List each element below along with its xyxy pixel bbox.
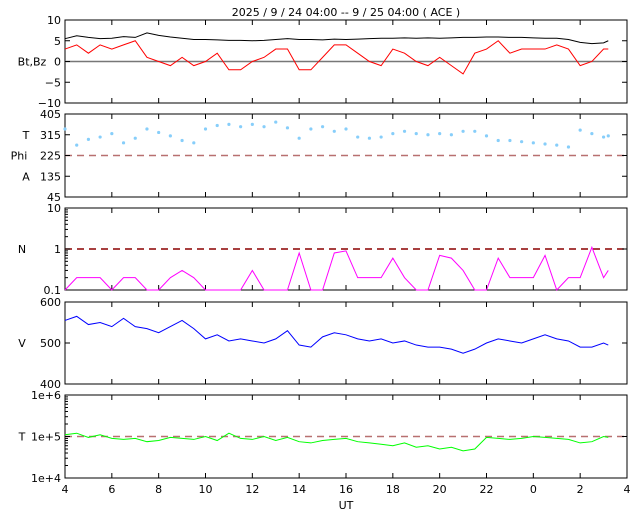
data-point-phi [590,131,594,136]
y-axis-label: T [18,431,26,444]
y-tick-label: 405 [40,108,61,121]
data-point-phi [426,133,430,137]
x-tick-label: 8 [155,483,162,496]
data-point-phi [274,120,278,124]
data-point-phi [520,140,524,144]
y-tick-label: 315 [40,129,61,142]
data-point-phi [192,141,196,145]
series-line-n [64,245,609,291]
y-tick-label: 1 [54,243,61,256]
data-point-phi [320,125,325,129]
y-tick-label: 1e+4 [31,472,61,485]
x-tick-label: 10 [199,483,213,496]
y-tick-label: −5 [45,76,61,89]
data-point-phi [86,137,91,141]
data-point-phi [75,143,79,147]
x-tick-label: 4 [62,483,69,496]
data-point-phi [449,133,453,137]
x-tick-label: 12 [245,483,259,496]
data-point-phi [356,135,360,139]
data-point-phi [262,125,266,129]
data-point-phi [496,138,500,143]
x-tick-label: 6 [108,483,115,496]
data-point-phi [297,136,301,140]
x-tick-label: 2 [577,483,584,496]
data-point-phi [203,127,208,131]
data-point-phi [227,122,231,126]
y-tick-label: 0 [54,56,61,69]
y-axis-label: N [18,243,26,256]
x-tick-label: 0 [530,483,537,496]
y-tick-label: 400 [40,378,61,391]
data-point-phi [473,129,477,133]
data-point-phi [285,126,290,130]
x-tick-label: 14 [292,483,306,496]
y-tick-label: 10 [47,202,61,215]
data-point-phi [250,122,254,126]
data-point-phi [379,135,383,139]
data-point-phi [438,131,442,136]
data-point-phi [484,134,489,138]
data-point-phi [566,145,571,149]
y-axis-label: V [18,337,26,350]
data-point-phi [309,127,313,131]
data-point-phi [215,123,219,128]
data-point-phi [402,129,407,133]
data-point-phi [391,131,395,136]
chart-title: 2025 / 9 / 24 04:00 -- 9 / 25 04:00 ( AC… [232,6,460,19]
data-point-phi [578,128,582,132]
y-axis-label: Phi [11,150,28,163]
x-tick-label: 22 [480,483,494,496]
y-tick-label: 45 [47,191,61,204]
y-tick-label: 135 [40,170,61,183]
data-point-phi [606,134,610,138]
y-tick-label: 10 [47,14,61,27]
y-tick-label: 225 [40,150,61,163]
data-point-phi [344,127,348,131]
x-tick-label: 4 [624,483,631,496]
y-tick-label: 1e+6 [31,389,61,402]
data-point-phi [98,135,102,139]
y-axis-label: A [22,170,30,183]
data-point-phi [555,143,559,147]
x-tick-label: 18 [386,483,400,496]
y-tick-label: 500 [40,337,61,350]
data-point-phi [239,125,243,129]
y-axis-label: T [22,129,30,142]
data-point-phi [461,129,465,133]
y-tick-label: 0.1 [44,284,62,297]
series-line-bz [64,40,609,75]
y-tick-label: −10 [38,97,61,110]
data-point-phi [531,141,535,145]
data-point-phi [168,134,172,138]
data-point-phi [63,127,67,131]
x-tick-label: 16 [339,483,353,496]
data-point-phi [508,138,512,143]
x-axis-label: UT [339,499,354,512]
data-point-phi [121,141,126,145]
panel-frame [64,301,628,385]
data-point-phi [601,135,606,139]
data-point-phi [414,131,418,136]
y-axis-label: Bt,Bz [18,56,47,69]
y-tick-label: 600 [40,296,61,309]
data-point-phi [332,129,336,133]
y-tick-label: 5 [54,35,61,48]
data-point-phi [145,127,149,131]
y-tick-label: 1e+5 [31,431,61,444]
series-line-t [64,432,609,452]
data-point-phi [157,130,161,135]
series-line-bt [64,32,609,45]
data-point-phi [367,136,372,140]
data-point-phi [133,136,137,140]
data-point-phi [543,142,547,146]
series-line-v [64,315,609,354]
data-point-phi [180,138,184,143]
data-point-phi [110,131,114,136]
x-tick-label: 20 [433,483,447,496]
